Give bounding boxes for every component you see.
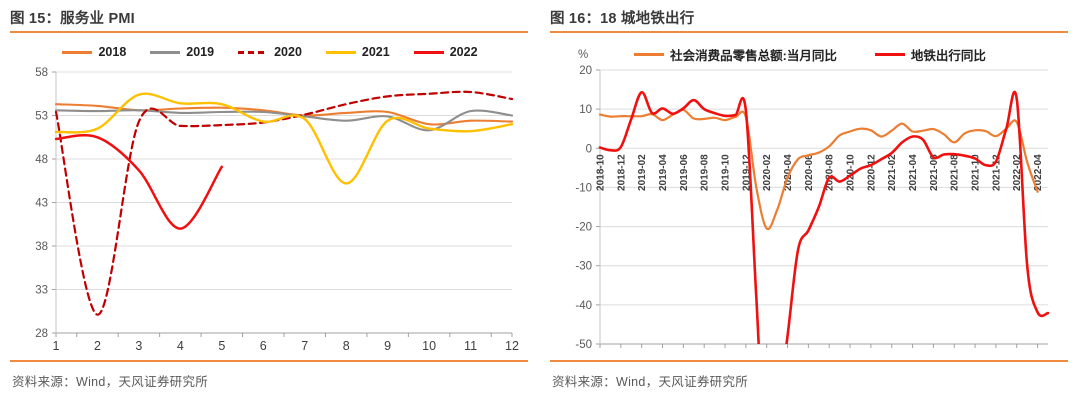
svg-text:2021-04: 2021-04 xyxy=(908,154,919,191)
metro-ridership-chart: 20 10 0 -10 -20 -30 -40 -50 2018-10 2018-12 2019-0… xyxy=(575,65,1050,351)
legend-line-swatch xyxy=(634,53,665,56)
svg-text:7: 7 xyxy=(301,339,308,353)
svg-text:2020-12: 2020-12 xyxy=(866,154,877,191)
svg-text:-10: -10 xyxy=(575,182,592,194)
svg-text:2019-02: 2019-02 xyxy=(637,154,648,191)
svg-text:2020-10: 2020-10 xyxy=(846,154,857,191)
legend-label: 社会消费品零售总额:当月同比 xyxy=(670,49,837,63)
figure-15-source: 资料来源：Wind，天风证券研究所 xyxy=(12,375,209,389)
svg-text:2020-02: 2020-02 xyxy=(762,154,773,191)
svg-text:2020-08: 2020-08 xyxy=(825,154,836,191)
svg-text:2021-02: 2021-02 xyxy=(887,154,898,191)
figure-15-legend: 2018 2019 2020 2021 2022 xyxy=(10,45,530,59)
svg-text:-50: -50 xyxy=(575,339,592,351)
legend-line-swatch xyxy=(150,50,181,54)
svg-text:2019-04: 2019-04 xyxy=(658,154,669,191)
svg-text:5: 5 xyxy=(218,339,225,353)
y-axis-unit-label: % xyxy=(578,49,589,61)
series-line xyxy=(598,90,1050,344)
figure-16-title: 图 16：18 城地铁出行 xyxy=(550,11,695,27)
svg-text:20: 20 xyxy=(579,65,592,77)
legend-line-swatch xyxy=(62,50,93,54)
legend-line-swatch xyxy=(874,53,905,56)
svg-text:2020-04: 2020-04 xyxy=(783,154,794,191)
source-divider xyxy=(550,360,1068,362)
figure-16-panel: 图 16：18 城地铁出行 社会消费品零售总额:当月同比 地铁出行同比 % 20 1… xyxy=(550,0,1070,406)
svg-text:-30: -30 xyxy=(575,261,592,273)
figure-15-panel: 图 15：服务业 PMI 2018 2019 2020 2021 2022 28 33 38… xyxy=(10,0,530,406)
legend-item: 2018 xyxy=(62,45,126,59)
series-line xyxy=(54,109,514,132)
svg-text:2021-10: 2021-10 xyxy=(971,154,982,191)
svg-text:11: 11 xyxy=(464,339,477,353)
series-line xyxy=(54,90,514,316)
figure-15-title: 图 15：服务业 PMI xyxy=(10,11,135,27)
svg-text:10: 10 xyxy=(579,104,592,116)
svg-text:43: 43 xyxy=(35,198,48,210)
svg-text:2022-02: 2022-02 xyxy=(1012,154,1023,191)
svg-text:4: 4 xyxy=(177,339,184,353)
svg-text:2021-08: 2021-08 xyxy=(950,154,961,191)
svg-text:48: 48 xyxy=(35,154,48,166)
figure-16-legend: 社会消费品零售总额:当月同比 地铁出行同比 xyxy=(550,45,1070,64)
legend-line-swatch xyxy=(238,50,269,54)
legend-item: 2021 xyxy=(325,45,390,59)
svg-text:38: 38 xyxy=(35,241,48,253)
svg-text:12: 12 xyxy=(505,339,519,353)
source-divider xyxy=(10,360,528,362)
legend-line-swatch xyxy=(413,50,444,54)
title-divider xyxy=(550,31,1068,33)
title-divider xyxy=(10,31,528,33)
legend-item: 2022 xyxy=(413,45,478,59)
legend-line-swatch xyxy=(325,50,356,54)
svg-text:28: 28 xyxy=(35,328,48,340)
legend-item: 社会消费品零售总额:当月同比 xyxy=(634,45,837,64)
series-line xyxy=(54,134,224,230)
svg-text:10: 10 xyxy=(422,339,436,353)
svg-text:2019-10: 2019-10 xyxy=(721,154,732,191)
series-line xyxy=(54,92,514,185)
svg-text:2: 2 xyxy=(94,339,101,353)
svg-text:0: 0 xyxy=(586,143,592,155)
legend-label: 2021 xyxy=(361,45,390,59)
svg-text:2019-06: 2019-06 xyxy=(679,154,690,191)
svg-text:6: 6 xyxy=(260,339,267,353)
legend-label: 地铁出行同比 xyxy=(910,49,986,63)
figure-16-source: 资料来源：Wind，天风证券研究所 xyxy=(552,375,749,389)
svg-text:2019-08: 2019-08 xyxy=(700,154,711,191)
svg-text:33: 33 xyxy=(35,285,48,297)
legend-item: 2019 xyxy=(150,45,214,59)
legend-label: 2019 xyxy=(186,45,215,59)
svg-text:9: 9 xyxy=(384,339,391,353)
svg-text:2021-12: 2021-12 xyxy=(991,154,1002,191)
svg-text:58: 58 xyxy=(35,67,48,79)
svg-text:53: 53 xyxy=(35,111,48,123)
legend-item: 地铁出行同比 xyxy=(874,45,986,64)
legend-label: 2020 xyxy=(274,45,302,59)
svg-text:2022-04: 2022-04 xyxy=(1033,154,1044,191)
svg-text:8: 8 xyxy=(343,339,350,353)
svg-text:-20: -20 xyxy=(575,222,592,234)
svg-text:2020-06: 2020-06 xyxy=(804,154,815,191)
svg-text:-40: -40 xyxy=(575,300,592,312)
svg-text:2019-12: 2019-12 xyxy=(741,154,752,191)
svg-text:2021-06: 2021-06 xyxy=(929,154,940,191)
legend-label: 2018 xyxy=(98,45,127,59)
svg-text:2018-10: 2018-10 xyxy=(596,154,607,191)
svg-text:2018-12: 2018-12 xyxy=(616,154,627,191)
svg-text:3: 3 xyxy=(135,339,142,353)
legend-item: 2020 xyxy=(238,45,302,59)
svg-text:1: 1 xyxy=(53,339,60,353)
legend-label: 2022 xyxy=(449,45,478,59)
